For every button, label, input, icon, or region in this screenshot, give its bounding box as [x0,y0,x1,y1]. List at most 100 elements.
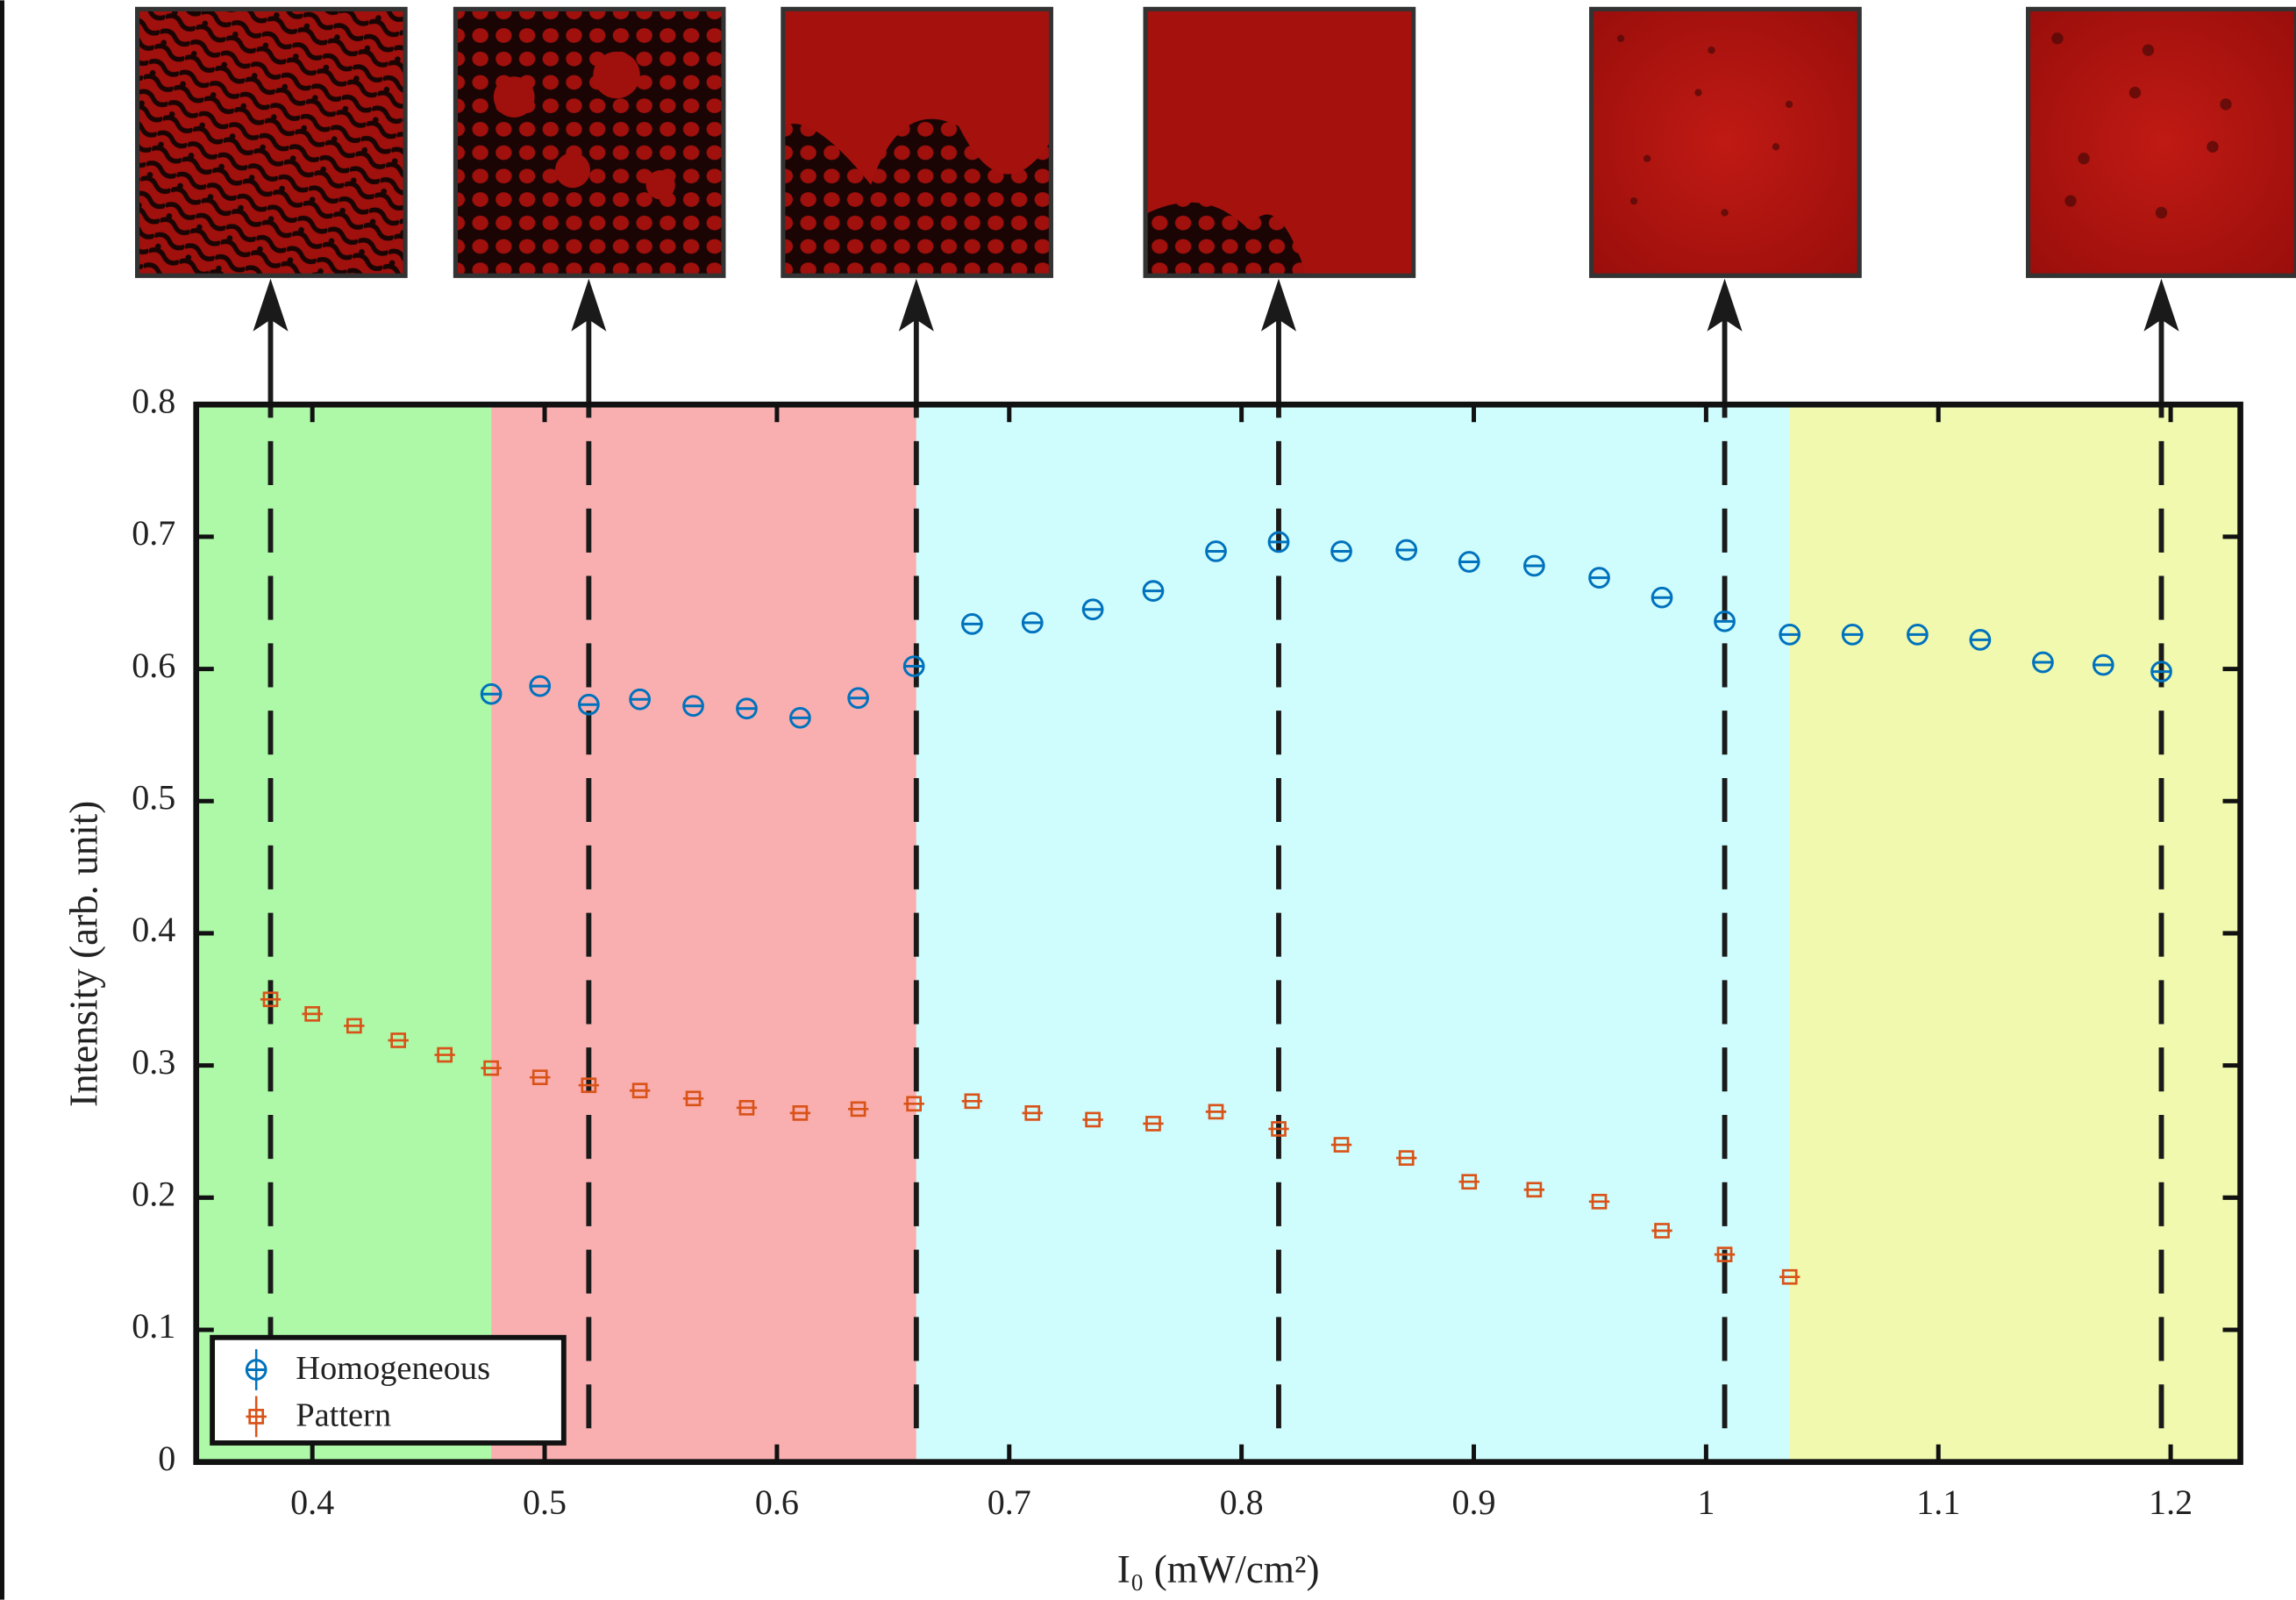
legend-label: Pattern [296,1396,391,1433]
arrow-head [2143,278,2179,332]
data-point [1021,611,1044,634]
data-point [2092,654,2114,676]
thumbnail-detail [493,76,535,118]
data-point [1907,624,1929,646]
arrow-head [1260,278,1297,332]
data-point [2032,651,2054,674]
data-point [1081,598,1104,621]
arrow-head [571,278,607,332]
data-point [961,1093,983,1110]
data-point [1588,1193,1610,1210]
data-point [1268,1121,1289,1137]
thumbnail-frame [781,6,1053,278]
data-point [1714,1246,1736,1262]
data-point [1330,540,1352,562]
thumbnail-detail [554,153,591,189]
data-point [961,612,983,635]
x-tick-label: 0.8 [1220,1482,1264,1522]
data-point [1714,610,1736,632]
thumbnail-detail [2142,44,2155,56]
data-point [530,1069,551,1086]
data-point [847,687,869,710]
phase-region [1789,404,2241,1462]
x-tick-label: 1.2 [2149,1482,2193,1522]
data-point [578,693,600,716]
thumbnail-frame [2026,6,2296,278]
phase-region [196,404,492,1462]
data-point [245,1349,267,1390]
edge-bar [0,0,5,1600]
x-tick-label: 1 [1697,1482,1715,1522]
data-point [1205,1104,1227,1120]
x-axis-label: I₀ (mW/cm²) [1117,1547,1320,1591]
data-point [434,1046,455,1063]
thumbnail-detail [2064,195,2077,207]
data-point [1651,586,1673,609]
thumbnail-detail [1629,196,1638,205]
thumbnail-detail [593,51,640,99]
data-point [847,1101,869,1118]
thumbnail-frame [135,6,408,278]
data-point [1330,1137,1352,1153]
x-tick-label: 0.9 [1451,1482,1495,1522]
data-point [1523,1182,1545,1198]
thumbnail-frame [1589,6,1862,278]
data-point [2150,661,2172,682]
thumbnail-detail [2078,153,2090,165]
thumbnail-frame [1143,6,1416,278]
thumbnail-detail [1772,143,1780,151]
data-point [1779,624,1801,646]
data-point [1458,1174,1480,1190]
thumbnail [135,6,408,278]
data-point [302,1006,323,1022]
thumbnail [453,6,726,278]
data-point [1458,551,1480,573]
y-tick-label: 0.5 [132,777,175,817]
thumbnail-detail [2128,86,2142,99]
thumbnail-detail [1616,34,1625,42]
data-point [903,1096,924,1112]
thumbnail-detail [2207,140,2219,154]
data-point [246,1396,267,1438]
y-axis-label: Intensity (arb. unit) [62,801,106,1107]
y-tick-label: 0.2 [132,1175,175,1214]
data-point [682,695,704,718]
data-point [529,675,552,697]
data-point [1142,580,1165,603]
data-point [260,991,282,1008]
thumbnail-detail [1721,209,1729,217]
thumbnail-detail [782,9,1052,185]
data-point [480,682,503,705]
data-point [1082,1111,1103,1128]
data-point [481,1060,502,1076]
thumbnail-detail [2051,32,2064,45]
data-point [1395,539,1418,561]
y-tick-label: 0.3 [132,1042,175,1082]
thumbnail-detail [1708,46,1715,54]
data-point [629,1082,651,1099]
y-tick-label: 0.8 [132,381,175,420]
x-tick-label: 0.4 [290,1482,334,1522]
y-tick-label: 0.4 [132,910,175,949]
thumbnail [1589,6,1862,278]
data-point [1523,554,1545,577]
legend-box [210,1334,567,1446]
thumbnail-detail [2220,98,2232,111]
data-point [682,1090,704,1107]
phase-region [916,404,1790,1462]
data-point [1841,624,1864,646]
data-point [1969,629,1992,651]
x-tick-label: 0.6 [755,1482,799,1522]
y-tick-label: 0.6 [132,646,175,685]
data-point [1395,1150,1417,1166]
x-tick-label: 1.1 [1916,1482,1960,1522]
data-point [1779,1268,1800,1285]
y-tick-label: 0.7 [132,513,175,553]
thumbnail-frame [453,6,726,278]
legend-label: Homogeneous [296,1350,490,1387]
x-tick-label: 0.7 [988,1482,1031,1522]
data-point [1651,1223,1672,1239]
data-point [789,1105,811,1121]
